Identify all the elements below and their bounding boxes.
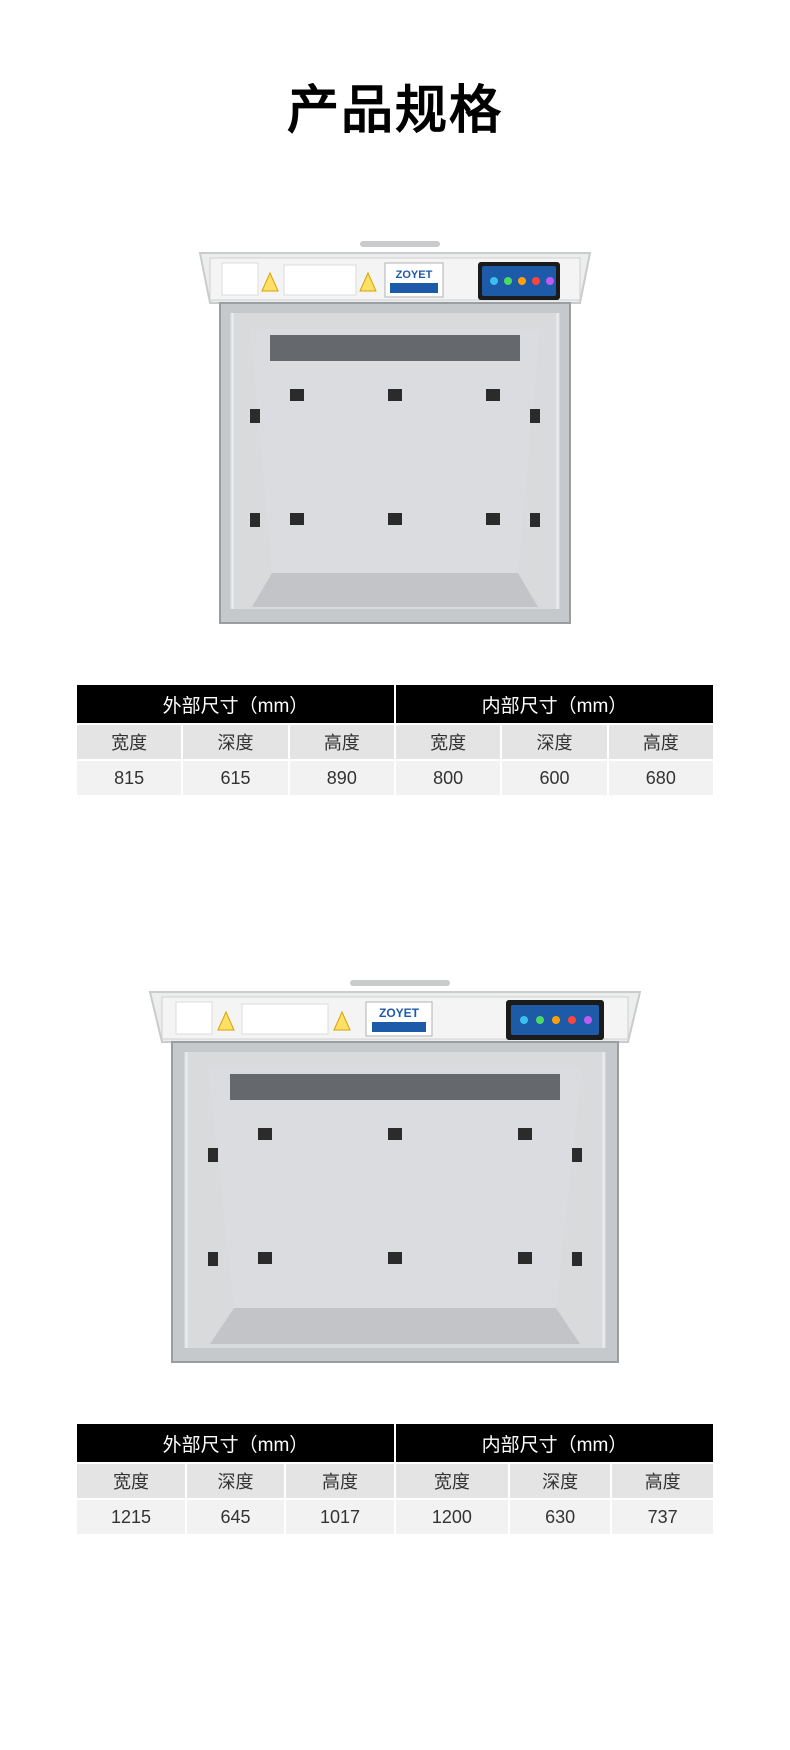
inner-width: 1200: [396, 1500, 508, 1534]
inner-dims-header: 内部尺寸（mm）: [396, 1424, 713, 1462]
table-row: 外部尺寸（mm） 内部尺寸（mm）: [77, 1424, 713, 1462]
inner-height: 737: [612, 1500, 713, 1534]
col-depth: 深度: [183, 725, 287, 759]
spec-table-1: 外部尺寸（mm） 内部尺寸（mm） 宽度 深度 高度 宽度 深度 高度 815 …: [75, 683, 715, 797]
inner-height: 680: [609, 761, 713, 795]
table-row: 1215 645 1017 1200 630 737: [77, 1500, 713, 1534]
outer-dims-header: 外部尺寸（mm）: [77, 1424, 394, 1462]
col-width: 宽度: [77, 1464, 185, 1498]
col-height: 高度: [290, 725, 394, 759]
col-depth: 深度: [187, 1464, 284, 1498]
page-title: 产品规格: [287, 68, 503, 143]
outer-depth: 615: [183, 761, 287, 795]
outer-height: 1017: [286, 1500, 394, 1534]
col-height: 高度: [609, 725, 713, 759]
inner-depth: 630: [510, 1500, 611, 1534]
spec-table-2: 外部尺寸（mm） 内部尺寸（mm） 宽度 深度 高度 宽度 深度 高度 1215…: [75, 1422, 715, 1536]
table-row: 宽度 深度 高度 宽度 深度 高度: [77, 1464, 713, 1498]
col-depth: 深度: [502, 725, 606, 759]
inner-width: 800: [396, 761, 500, 795]
outer-dims-header: 外部尺寸（mm）: [77, 685, 394, 723]
product-block-1: ZOYET 外部尺寸（mm） 内部尺寸（mm）: [75, 213, 715, 797]
product-block-2: ZOYET 外部尺寸（mm） 内部尺寸（mm） 宽度 深度: [75, 952, 715, 1536]
col-height: 高度: [286, 1464, 394, 1498]
col-width: 宽度: [396, 1464, 508, 1498]
outer-depth: 645: [187, 1500, 284, 1534]
brand-label: ZOYET: [396, 269, 433, 281]
col-height: 高度: [612, 1464, 713, 1498]
product-image-small: ZOYET: [180, 213, 610, 643]
table-row: 815 615 890 800 600 680: [77, 761, 713, 795]
col-width: 宽度: [396, 725, 500, 759]
col-depth: 深度: [510, 1464, 611, 1498]
brand-label: ZOYET: [379, 1006, 420, 1020]
product-image-large: ZOYET: [130, 952, 660, 1382]
col-width: 宽度: [77, 725, 181, 759]
table-row: 宽度 深度 高度 宽度 深度 高度: [77, 725, 713, 759]
outer-width: 1215: [77, 1500, 185, 1534]
inner-depth: 600: [502, 761, 606, 795]
table-row: 外部尺寸（mm） 内部尺寸（mm）: [77, 685, 713, 723]
inner-dims-header: 内部尺寸（mm）: [396, 685, 713, 723]
outer-width: 815: [77, 761, 181, 795]
outer-height: 890: [290, 761, 394, 795]
